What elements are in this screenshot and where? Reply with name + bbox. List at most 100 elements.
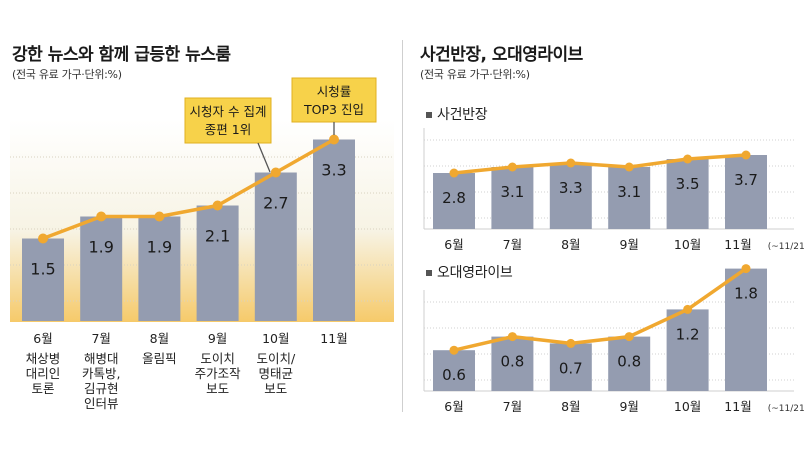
- bar: [608, 336, 651, 391]
- callout-text: 종편 1위: [205, 122, 251, 137]
- data-label: 3.3: [321, 161, 346, 180]
- data-label: 0.7: [559, 359, 583, 377]
- trend-point: [566, 338, 576, 348]
- data-label: 3.1: [500, 183, 524, 201]
- x-tick-label: 10월: [674, 237, 701, 252]
- chart1-label: 사건반장: [437, 107, 488, 123]
- right-subtitle: (전국 유료 가구·단위:%): [420, 68, 530, 81]
- x-tick-label: 7월: [91, 331, 110, 346]
- data-label: 3.7: [734, 171, 758, 189]
- x-tick-label: 8월: [561, 399, 580, 414]
- callout-box: [291, 77, 377, 123]
- x-tick-label: 6월: [33, 331, 52, 346]
- bar: [80, 216, 123, 321]
- category-note: 보도: [206, 381, 229, 396]
- x-tick-label: 11월: [724, 237, 751, 252]
- x-tick-label: 8월: [561, 237, 580, 252]
- category-note: 명태균: [259, 366, 294, 381]
- category-note: 김규현: [84, 381, 119, 396]
- category-note: 올림픽: [142, 351, 177, 366]
- trend-point: [270, 167, 281, 178]
- bar: [725, 268, 767, 391]
- x-tick-label: 11월: [724, 399, 751, 414]
- trend-line: [453, 267, 748, 352]
- callout-text: TOP3 진입: [303, 102, 364, 117]
- trend-point: [683, 304, 693, 314]
- data-label: 0.8: [617, 353, 641, 371]
- data-label: 2.8: [442, 189, 466, 207]
- bullet-square-icon: [426, 270, 432, 276]
- bar: [433, 173, 475, 229]
- bar: [196, 205, 239, 321]
- x-tick-label: 9월: [619, 399, 638, 414]
- x-tick-label: 10월: [674, 399, 701, 414]
- tick-note: (~11/21): [768, 404, 804, 414]
- bar: [666, 159, 709, 229]
- category-note: 인터뷰: [84, 396, 119, 411]
- right-title: 사건반장, 오대영라이브: [420, 45, 583, 65]
- bar: [433, 350, 475, 391]
- trend-point: [566, 158, 576, 168]
- category-note: 대리인: [26, 366, 61, 381]
- bar: [608, 167, 651, 229]
- x-tick-label: 6월: [444, 399, 463, 414]
- trend-point: [741, 264, 751, 274]
- trend-line: [453, 153, 747, 175]
- category-note: 카톡방,: [82, 366, 120, 381]
- trend-point: [212, 200, 223, 211]
- chart2-label: 오대영라이브: [437, 265, 513, 281]
- left-subtitle: (전국 유료 가구·단위:%): [12, 68, 122, 81]
- x-tick-label: 7월: [503, 237, 522, 252]
- bar: [549, 343, 592, 391]
- data-label: 0.6: [442, 366, 466, 384]
- x-tick-label: 9월: [619, 237, 638, 252]
- category-note: 보도: [264, 381, 287, 396]
- trend-point: [507, 162, 517, 172]
- data-label: 1.8: [734, 285, 758, 303]
- trend-point: [683, 154, 693, 164]
- data-label: 3.1: [617, 183, 641, 201]
- bar: [22, 238, 64, 321]
- data-label: 3.3: [559, 179, 583, 197]
- callout-text: 시청률: [317, 84, 352, 99]
- bullet-square-icon: [426, 112, 432, 118]
- data-label: 3.5: [676, 175, 700, 193]
- tick-note: (~11/21): [768, 242, 804, 252]
- trend-point: [624, 162, 634, 172]
- trend-point: [154, 211, 165, 222]
- bar: [491, 336, 534, 391]
- bar: [313, 139, 355, 321]
- data-label: 1.2: [676, 325, 700, 343]
- trend-point: [741, 150, 751, 160]
- chart-odaeyoung-label: 오대영라이브: [426, 262, 513, 282]
- data-label: 1.9: [147, 238, 172, 257]
- category-note: 도이치/: [256, 351, 296, 366]
- bar: [549, 163, 592, 229]
- data-label: 2.1: [205, 227, 230, 246]
- trend-point: [38, 233, 48, 244]
- data-label: 1.9: [88, 238, 113, 257]
- trend-point: [96, 211, 107, 222]
- category-note: 도이치: [200, 351, 235, 366]
- trend-point: [449, 168, 459, 178]
- x-tick-label: 10월: [262, 331, 289, 346]
- x-tick-label: 9월: [208, 331, 227, 346]
- panel-divider: [402, 40, 403, 412]
- bar: [666, 309, 709, 391]
- bar: [254, 172, 297, 321]
- bar: [491, 167, 534, 229]
- category-note: 해병대: [84, 351, 119, 366]
- trend-point: [624, 332, 634, 342]
- x-tick-label: 8월: [150, 331, 169, 346]
- trend-point: [449, 345, 459, 355]
- chart-sageonbanjang-label: 사건반장: [426, 104, 488, 124]
- trend-point: [329, 134, 339, 145]
- category-note: 주가조작: [195, 366, 242, 381]
- x-tick-label: 7월: [503, 399, 522, 414]
- trend-point: [507, 332, 517, 342]
- bar: [725, 155, 767, 229]
- data-label: 2.7: [263, 194, 288, 213]
- data-label: 0.8: [500, 353, 524, 371]
- bar: [138, 216, 181, 321]
